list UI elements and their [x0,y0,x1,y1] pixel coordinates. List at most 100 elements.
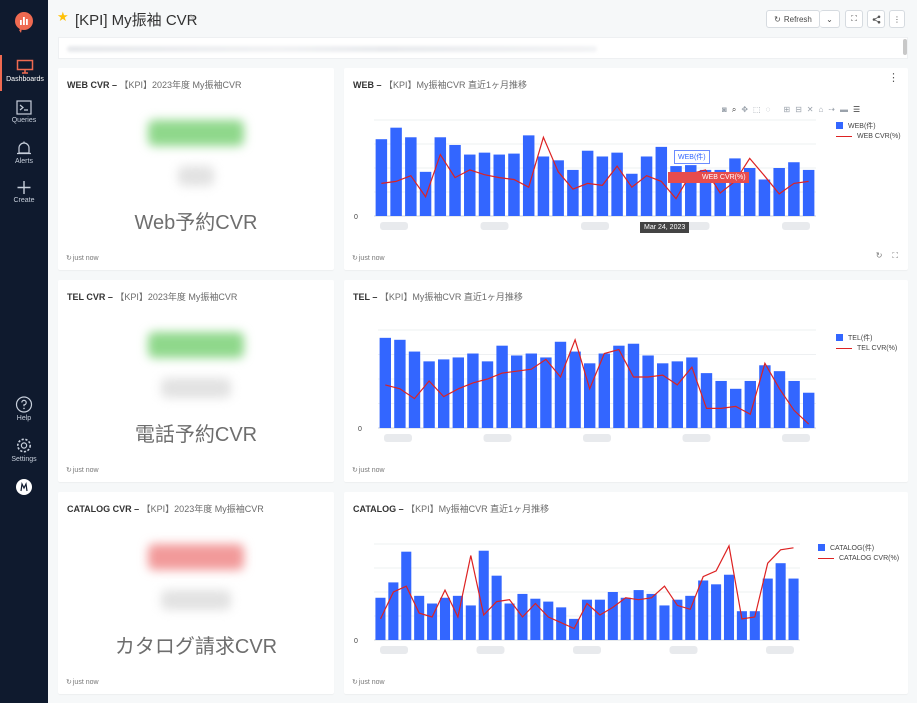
x-tick-label-blurred [782,434,810,442]
hover-compare-icon[interactable]: ☰ [853,105,861,114]
bar [467,353,479,428]
bar [611,152,623,216]
dashboard-header: ★ [KPI] My振袖 CVR ✎ ↻ Refresh ⌄ ⛶ ⋮ [48,0,917,36]
legend-line-swatch [836,348,852,349]
widget-title-query: 【KPI】My振袖CVR 直近1ヶ月推移 [379,292,523,302]
bar [788,380,800,428]
bar [633,590,644,640]
bar [596,156,609,216]
bar [375,139,388,216]
bar [788,578,799,640]
refresh-small-icon: ↻ [352,467,358,474]
refresh-button[interactable]: ↻ Refresh [766,10,820,28]
edit-title-icon[interactable]: ✎ [189,13,196,22]
bar [496,345,508,428]
pan-icon[interactable]: ✥ [741,105,749,114]
bar [390,127,402,216]
refresh-widget-icon[interactable]: ↻ [875,251,883,260]
bar [449,144,461,216]
bar [657,363,669,428]
counter-value-blurred [148,332,244,358]
avatar[interactable] [16,479,32,495]
zoom-out-icon[interactable]: ⊟ [795,105,802,114]
nav-settings[interactable]: Settings [0,433,48,469]
catalog-combo-chart[interactable]: 0 [344,492,908,694]
scrollbar[interactable] [903,39,907,55]
line-series [385,337,810,425]
refresh-dropdown-button[interactable]: ⌄ [820,10,840,28]
bar [493,154,505,216]
x-tick-label-blurred [766,646,794,654]
nav-create[interactable]: Create [0,176,48,212]
plus-icon [17,181,31,194]
bar [685,165,697,216]
hover-closest-icon[interactable]: ▬ [840,105,849,114]
refresh-time[interactable]: ↻just now [352,466,385,474]
web-cvr-counter-widget: WEB CVR – 【KPI】2023年度 My振袖CVR Web予約CVR ↻… [58,68,334,270]
web-chart-widget: WEB – 【KPI】My振袖CVR 直近1ヶ月推移 ⋮ ◙ ⌕ ✥ ⬚ ◌ ⊞… [344,68,908,270]
x-tick-label-blurred [476,646,505,654]
legend-line-label[interactable]: CATALOG CVR(%) [839,555,900,562]
spike-icon[interactable]: ⇢ [828,105,836,114]
bar [775,563,786,640]
widget-title-bold: TEL – [353,292,380,302]
bar [646,593,657,640]
zoom-icon[interactable]: ⌕ [731,105,737,114]
share-button[interactable] [867,10,885,28]
legend-line-label[interactable]: TEL CVR(%) [857,345,898,352]
chart-legend: CATALOG(件) CATALOG CVR(%) [818,542,899,564]
bar [504,603,515,640]
legend-line-swatch [818,558,834,559]
zoom-in-icon[interactable]: ⊞ [783,105,791,114]
bar [711,584,722,640]
hover-tooltip-line: WEB CVR(%) [668,172,749,183]
web-combo-chart[interactable]: 0 [344,68,908,270]
monitor-icon [16,59,34,74]
legend-bar-label[interactable]: CATALOG(件) [830,544,875,552]
fullscreen-button[interactable]: ⛶ [845,10,863,28]
refresh-time[interactable]: ↻just now [352,678,385,686]
nav-dashboards[interactable]: Dashboards [0,55,48,91]
bar [773,168,785,216]
refresh-time[interactable]: ↻just now [66,254,99,262]
x-tick-label-blurred [573,646,601,654]
bar [478,152,491,216]
redash-logo-icon[interactable] [14,12,34,34]
refresh-time[interactable]: ↻just now [352,254,385,262]
bar [481,361,494,428]
bar [607,592,618,640]
bar [803,392,815,428]
nav-help-label: Help [16,415,32,422]
nav-alerts[interactable]: Alerts [0,137,48,173]
home-icon[interactable]: ⌂ [818,105,824,114]
nav-help[interactable]: Help [0,392,48,428]
more-options-button[interactable]: ⋮ [889,10,905,28]
chevron-down-icon: ⌄ [826,14,833,24]
counter-target-blurred [178,166,214,186]
widget-menu-button[interactable]: ⋮ [888,72,899,84]
legend-line-swatch [836,136,852,137]
nav-queries[interactable]: Queries [0,96,48,132]
box-select-icon[interactable]: ⬚ [753,105,761,114]
bar [379,337,391,428]
favorite-star-icon[interactable]: ★ [57,9,69,24]
legend-bar-label[interactable]: WEB(件) [848,122,876,130]
refresh-time[interactable]: ↻just now [66,678,99,686]
tel-cvr-counter-widget: TEL CVR – 【KPI】2023年度 My振袖CVR 電話予約CVR ↻j… [58,280,334,482]
camera-icon[interactable]: ◙ [722,105,727,114]
expand-icon[interactable]: ⛶ [892,251,898,260]
bar [743,168,756,216]
legend-bar-label[interactable]: TEL(件) [848,334,873,342]
chart-legend: TEL(件) TEL CVR(%) [836,332,897,354]
legend-line-label[interactable]: WEB CVR(%) [857,133,901,140]
bar [511,355,523,428]
lasso-icon[interactable]: ◌ [765,105,771,114]
y-axis-zero-label: 0 [354,214,358,221]
nav-queries-label: Queries [11,117,37,124]
autoscale-icon[interactable]: ✕ [806,105,814,114]
refresh-time[interactable]: ↻just now [66,466,99,474]
widget-title-query: 【KPI】2023年度 My振袖CVR [115,292,238,302]
x-tick-label-blurred [380,646,408,654]
widget-title-query: 【KPI】2023年度 My振袖CVR [141,504,264,514]
tel-combo-chart[interactable]: 0 [344,280,908,482]
